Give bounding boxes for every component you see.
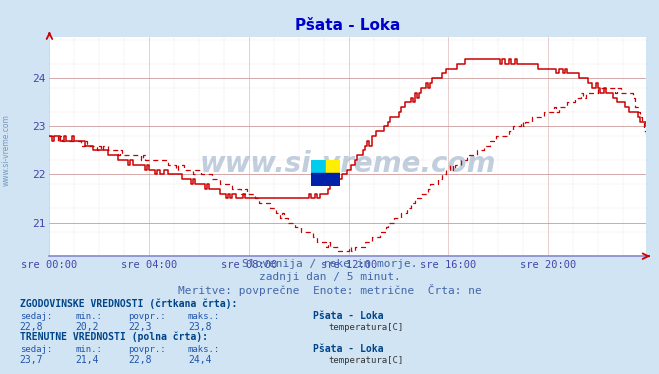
Text: temperatura[C]: temperatura[C]: [328, 323, 403, 332]
Text: 22,3: 22,3: [129, 322, 152, 332]
Bar: [311, 173, 340, 187]
Text: povpr.:: povpr.:: [129, 344, 166, 353]
Text: Meritve: povprečne  Enote: metrične  Črta: ne: Meritve: povprečne Enote: metrične Črta:…: [178, 283, 481, 295]
Text: 23,8: 23,8: [188, 322, 212, 332]
Text: 24,4: 24,4: [188, 355, 212, 365]
Text: sedaj:: sedaj:: [20, 312, 52, 321]
Text: Pšata - Loka: Pšata - Loka: [313, 311, 384, 321]
Text: maks.:: maks.:: [188, 344, 220, 353]
Text: temperatura[C]: temperatura[C]: [328, 356, 403, 365]
Text: zadnji dan / 5 minut.: zadnji dan / 5 minut.: [258, 273, 401, 282]
Text: TRENUTNE VREDNOSTI (polna črta):: TRENUTNE VREDNOSTI (polna črta):: [20, 331, 208, 341]
Title: Pšata - Loka: Pšata - Loka: [295, 18, 400, 33]
Text: 23,7: 23,7: [20, 355, 43, 365]
Text: 21,4: 21,4: [76, 355, 100, 365]
Bar: [326, 160, 340, 173]
Text: maks.:: maks.:: [188, 312, 220, 321]
Text: www.si-vreme.com: www.si-vreme.com: [200, 150, 496, 178]
Text: www.si-vreme.com: www.si-vreme.com: [2, 114, 11, 186]
Text: min.:: min.:: [76, 344, 103, 353]
Text: ZGODOVINSKE VREDNOSTI (črtkana črta):: ZGODOVINSKE VREDNOSTI (črtkana črta):: [20, 298, 237, 309]
Text: 20,2: 20,2: [76, 322, 100, 332]
Text: sedaj:: sedaj:: [20, 344, 52, 353]
Text: povpr.:: povpr.:: [129, 312, 166, 321]
Text: Slovenija / reke in morje.: Slovenija / reke in morje.: [242, 260, 417, 269]
Bar: [311, 160, 326, 173]
Text: 22,8: 22,8: [20, 322, 43, 332]
Text: 22,8: 22,8: [129, 355, 152, 365]
Text: Pšata - Loka: Pšata - Loka: [313, 344, 384, 353]
Text: min.:: min.:: [76, 312, 103, 321]
